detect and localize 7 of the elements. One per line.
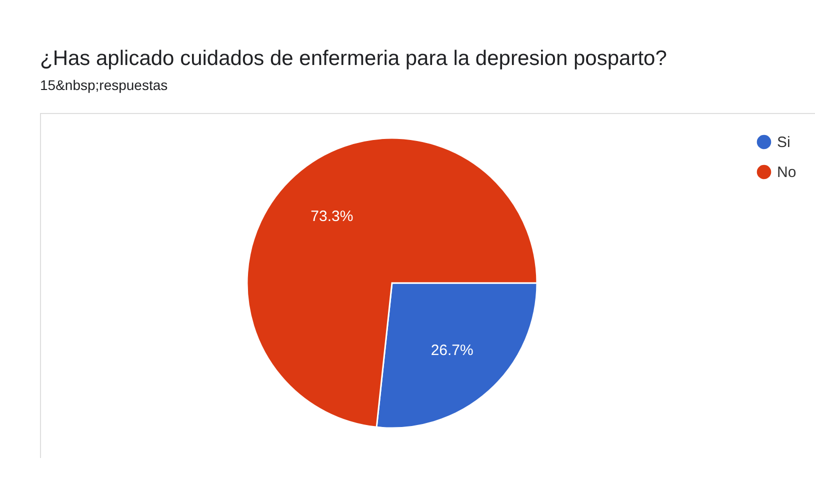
legend-label: Si bbox=[777, 134, 790, 151]
pie-slice bbox=[246, 137, 538, 428]
legend-label: No bbox=[777, 164, 796, 181]
text: 15&nbsp;respuestas bbox=[40, 77, 168, 93]
data-label: 26.7% bbox=[430, 342, 474, 359]
data-label: 73.3% bbox=[310, 208, 354, 226]
chart-title: ¿Has aplicado cuidados de enfermeria para la depresion posparto? bbox=[40, 47, 667, 70]
